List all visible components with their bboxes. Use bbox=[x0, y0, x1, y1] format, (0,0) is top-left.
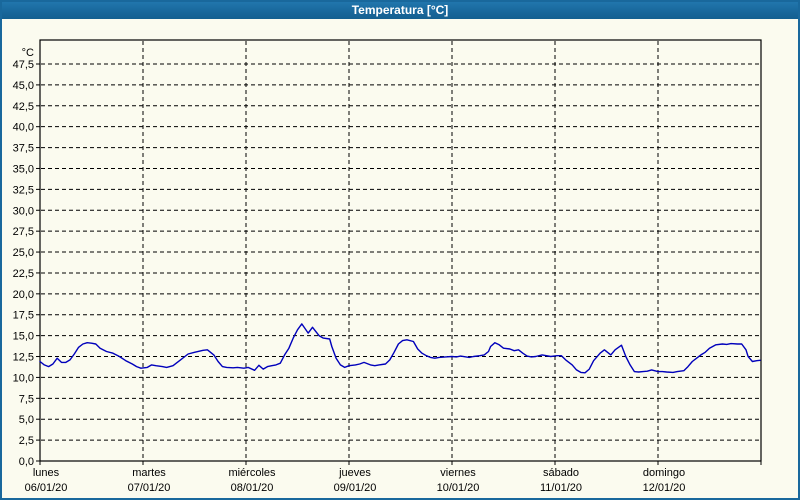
window-title: Temperatura [°C] bbox=[351, 3, 449, 17]
date-label: 09/01/20 bbox=[334, 482, 377, 494]
day-label: martes bbox=[132, 467, 166, 479]
y-tick-label: 5,0 bbox=[19, 414, 34, 426]
y-tick-label: 22,5 bbox=[13, 268, 34, 280]
y-tick-label: 7,5 bbox=[19, 393, 34, 405]
date-label: 07/01/20 bbox=[128, 482, 171, 494]
y-tick-label: 15,0 bbox=[13, 331, 34, 343]
y-tick-label: 10,0 bbox=[13, 372, 34, 384]
date-label: 10/01/20 bbox=[437, 482, 480, 494]
day-label: viernes bbox=[440, 467, 476, 479]
y-tick-label: 25,0 bbox=[13, 247, 34, 259]
plot-border bbox=[39, 39, 762, 462]
temperature-line bbox=[39, 323, 761, 374]
y-tick-label: 27,5 bbox=[13, 226, 34, 238]
y-tick-label: 45,0 bbox=[13, 80, 34, 92]
y-tick-label: 0,0 bbox=[19, 456, 34, 468]
y-tick-label: 20,0 bbox=[13, 289, 34, 301]
day-label: lunes bbox=[33, 467, 60, 479]
date-label: 11/01/20 bbox=[540, 482, 582, 494]
y-axis-unit-label: °C bbox=[22, 47, 34, 59]
y-tick-label: 32,5 bbox=[13, 184, 34, 196]
y-tick-label: 35,0 bbox=[13, 163, 34, 175]
date-label: 08/01/20 bbox=[231, 482, 274, 494]
y-tick-label: 42,5 bbox=[13, 101, 34, 113]
title-bar: Temperatura [°C] bbox=[2, 2, 798, 19]
y-tick-label: 37,5 bbox=[13, 143, 34, 155]
y-tick-label: 2,5 bbox=[19, 435, 34, 447]
day-label: domingo bbox=[643, 467, 685, 479]
day-label: sábado bbox=[543, 467, 579, 479]
y-tick-label: 12,5 bbox=[13, 352, 34, 364]
y-tick-label: 47,5 bbox=[13, 59, 34, 71]
y-tick-label: 17,5 bbox=[13, 310, 34, 322]
day-label: jueves bbox=[338, 467, 371, 479]
y-tick-label: 30,0 bbox=[13, 205, 34, 217]
date-label: 12/01/20 bbox=[643, 482, 686, 494]
y-tick-label: 40,0 bbox=[13, 122, 34, 134]
day-label: miércoles bbox=[228, 467, 276, 479]
date-label: 06/01/20 bbox=[25, 482, 68, 494]
